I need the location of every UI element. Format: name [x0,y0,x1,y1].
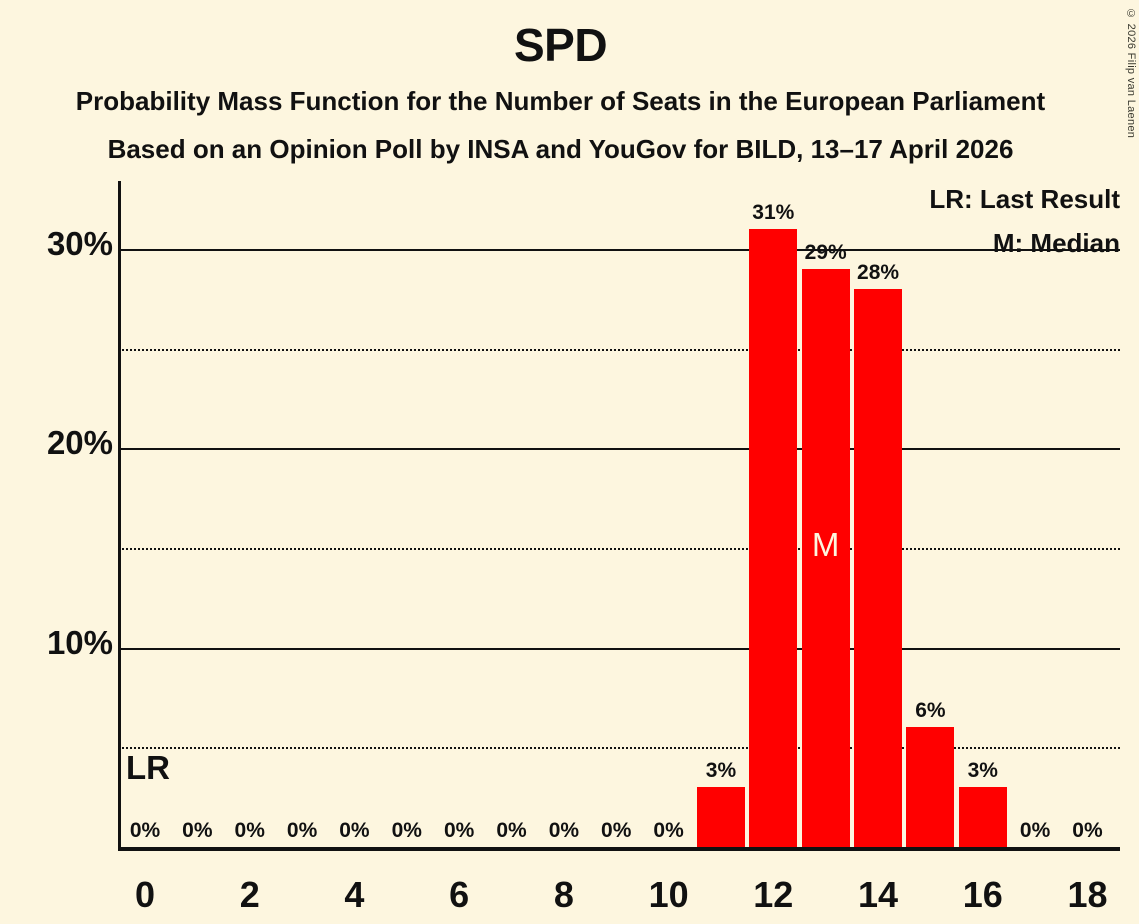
bar-value-label-seat-16: 3% [967,759,998,783]
bar-seat-11[interactable] [696,787,745,847]
x-tick-label-0: 0 [134,874,156,915]
bar-value-label-seat-10: 0% [653,819,684,842]
x-tick-label-16: 16 [962,874,1003,915]
x-tick-label-12: 12 [753,874,794,915]
bar-seat-13[interactable] [801,269,850,847]
x-tick-label-14: 14 [858,874,899,915]
x-tick-label-18: 18 [1067,874,1108,915]
bar-value-label-seat-12: 31% [752,201,795,225]
bar-value-label-seat-3: 0% [286,819,318,842]
y-axis-line [118,181,121,850]
y-tick-label-30%: 30% [46,225,113,263]
bar-seat-12[interactable] [749,229,798,847]
bar-value-label-seat-4: 0% [339,819,370,842]
x-tick-label-2: 2 [239,874,260,915]
x-tick-label-8: 8 [553,874,574,915]
y-tick-label-20%: 20% [46,424,113,462]
bar-value-label-seat-1: 0% [182,819,213,842]
plot-area: 0% 0% 0% 0% 0% 0% 0% 0% 0% 0% 0% 3% 31% 29% 28% 6% 3% 0% 0… [118,181,1120,851]
gridline-minor-25 [118,348,1120,351]
gridline-major-10 [118,647,1120,650]
bar-seat-16[interactable] [958,787,1007,847]
bar-value-label-seat-7: 0% [496,819,527,842]
bar-value-label-seat-11: 3% [705,759,737,783]
x-tick-label-6: 6 [449,874,470,915]
legend-median: M: Median [992,228,1120,258]
copyright-notice: © 2026 Filip van Laenen [1125,8,1137,139]
bar-value-label-seat-5: 0% [391,819,422,842]
x-tick-label-4: 4 [344,874,365,915]
bar-seat-15[interactable] [906,727,955,847]
legend-last-result: LR: Last Result [929,184,1120,214]
bar-value-label-seat-2: 0% [234,819,265,842]
gridline-major-20 [118,448,1120,451]
bar-value-label-seat-9: 0% [601,819,632,842]
bar-value-label-seat-0: 0% [129,819,161,842]
gridline-major-30 [118,249,1120,252]
bar-value-label-seat-13: 29% [804,241,847,265]
median-marker: M [811,526,840,564]
bar-value-label-seat-6: 0% [443,819,475,842]
bar-value-label-seat-18: 0% [1072,819,1103,842]
bar-value-label-seat-8: 0% [548,819,580,842]
bar-value-label-seat-15: 6% [915,699,946,723]
chart-subtitle: Probability Mass Function for the Number… [75,86,1046,116]
chart-source-line: Based on an Opinion Poll by INSA and You… [107,134,1014,164]
gridline-minor-15 [118,548,1120,551]
bar-seat-14[interactable] [854,288,903,847]
bar-value-label-seat-14: 28% [857,260,900,284]
x-axis-line [118,847,1120,851]
y-tick-label-10%: 10% [46,623,113,661]
page-title: SPD [513,19,608,71]
x-tick-label-10: 10 [648,874,689,915]
bar-value-label-seat-17: 0% [1019,819,1051,842]
gridline-minor-5 [118,747,1120,750]
last-result-marker: LR [126,749,170,787]
